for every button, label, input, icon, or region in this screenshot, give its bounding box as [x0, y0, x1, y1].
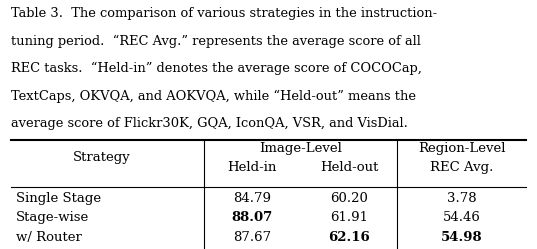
Text: TextCaps, OKVQA, and AOKVQA, while “Held-out” means the: TextCaps, OKVQA, and AOKVQA, while “Held… [11, 90, 416, 103]
Text: average score of Flickr30K, GQA, IconQA, VSR, and VisDial.: average score of Flickr30K, GQA, IconQA,… [11, 117, 408, 130]
Text: Image-Level: Image-Level [259, 142, 342, 155]
Text: 62.16: 62.16 [328, 231, 370, 244]
Text: Stage-wise: Stage-wise [16, 211, 89, 224]
Text: Table 3.  The comparison of various strategies in the instruction-: Table 3. The comparison of various strat… [11, 7, 437, 20]
Text: Region-Level: Region-Level [418, 142, 505, 155]
Text: 60.20: 60.20 [330, 192, 368, 205]
Text: REC tasks.  “Held-in” denotes the average score of COCOCap,: REC tasks. “Held-in” denotes the average… [11, 62, 422, 75]
Text: REC Avg.: REC Avg. [430, 161, 494, 174]
Text: 61.91: 61.91 [330, 211, 368, 224]
Text: 84.79: 84.79 [234, 192, 271, 205]
Text: Held-in: Held-in [228, 161, 277, 174]
Text: 54.98: 54.98 [441, 231, 483, 244]
Text: Held-out: Held-out [320, 161, 378, 174]
Text: Single Stage: Single Stage [16, 192, 101, 205]
Text: Strategy: Strategy [73, 151, 131, 164]
Text: w/ Router: w/ Router [16, 231, 82, 244]
Text: 54.46: 54.46 [443, 211, 481, 224]
Text: 87.67: 87.67 [234, 231, 271, 244]
Text: 3.78: 3.78 [447, 192, 477, 205]
Text: tuning period.  “REC Avg.” represents the average score of all: tuning period. “REC Avg.” represents the… [11, 35, 420, 48]
Text: 88.07: 88.07 [232, 211, 273, 224]
